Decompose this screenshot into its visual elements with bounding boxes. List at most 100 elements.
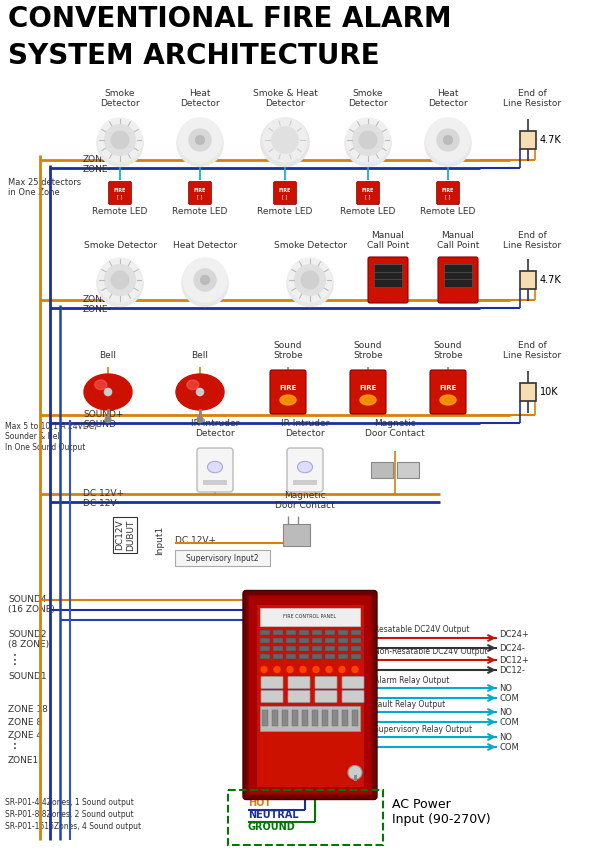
- Circle shape: [339, 666, 345, 672]
- Text: Alarm Relay Output: Alarm Relay Output: [374, 676, 450, 685]
- Bar: [299, 653, 309, 658]
- Bar: [286, 646, 296, 651]
- Bar: [371, 462, 393, 478]
- Circle shape: [177, 120, 223, 167]
- Circle shape: [194, 269, 216, 291]
- Text: NO: NO: [499, 683, 512, 692]
- Ellipse shape: [208, 462, 223, 473]
- Text: DC24-: DC24-: [499, 644, 525, 652]
- Text: 10K: 10K: [540, 387, 559, 397]
- Circle shape: [263, 118, 307, 162]
- Bar: [302, 709, 308, 726]
- Text: SOUND1: SOUND1: [8, 672, 47, 681]
- Bar: [325, 629, 335, 634]
- FancyBboxPatch shape: [273, 181, 297, 205]
- Circle shape: [111, 271, 129, 289]
- Text: Heat
Detector: Heat Detector: [180, 89, 220, 108]
- Text: SOUND2
(8 ZONE): SOUND2 (8 ZONE): [8, 630, 49, 649]
- Text: FIRE CONTROL PANEL: FIRE CONTROL PANEL: [284, 614, 337, 619]
- Circle shape: [345, 120, 391, 167]
- FancyBboxPatch shape: [287, 448, 323, 492]
- Text: CONVENTIONAL FIRE ALARM: CONVENTIONAL FIRE ALARM: [8, 5, 451, 33]
- Circle shape: [272, 127, 298, 154]
- Bar: [520, 131, 536, 149]
- Ellipse shape: [440, 395, 456, 405]
- Ellipse shape: [360, 395, 376, 405]
- Circle shape: [300, 666, 306, 672]
- Bar: [444, 264, 472, 287]
- Circle shape: [359, 131, 377, 148]
- Circle shape: [287, 261, 333, 306]
- Text: ⋮: ⋮: [8, 737, 22, 751]
- Text: FIRE: FIRE: [359, 385, 377, 391]
- Bar: [228, 790, 383, 845]
- Bar: [286, 638, 296, 642]
- Text: DC 12V+: DC 12V+: [83, 488, 124, 497]
- Bar: [273, 646, 283, 651]
- Text: [ ]: [ ]: [445, 194, 451, 199]
- Bar: [374, 264, 402, 287]
- Text: FIRE: FIRE: [439, 385, 457, 391]
- Text: End of
Line Resistor: End of Line Resistor: [503, 230, 561, 250]
- Bar: [312, 629, 322, 634]
- Text: [ ]: [ ]: [198, 194, 202, 199]
- Bar: [286, 653, 296, 658]
- Bar: [273, 638, 283, 642]
- Ellipse shape: [187, 380, 199, 389]
- Ellipse shape: [176, 374, 224, 410]
- Text: Remote LED: Remote LED: [420, 207, 476, 216]
- Circle shape: [425, 120, 471, 167]
- Circle shape: [444, 135, 453, 144]
- Bar: [351, 629, 361, 634]
- Text: Supervisory Relay Output: Supervisory Relay Output: [374, 725, 472, 734]
- Circle shape: [182, 261, 228, 306]
- Bar: [256, 603, 364, 786]
- Text: 4.7K: 4.7K: [540, 135, 562, 145]
- Text: FIRE: FIRE: [442, 188, 454, 193]
- Bar: [260, 705, 360, 730]
- FancyBboxPatch shape: [109, 181, 131, 205]
- Text: Resatable DC24V Output: Resatable DC24V Output: [374, 625, 469, 634]
- Text: DC12+: DC12+: [499, 656, 529, 665]
- Bar: [293, 480, 317, 485]
- Text: ZONE1: ZONE1: [8, 756, 39, 765]
- Text: Fault Relay Output: Fault Relay Output: [374, 700, 445, 709]
- Text: COM: COM: [499, 694, 519, 702]
- Text: DC12-: DC12-: [499, 665, 525, 675]
- Text: COM: COM: [499, 717, 519, 727]
- Bar: [272, 709, 278, 726]
- Text: DC 12V-: DC 12V-: [83, 499, 119, 507]
- Bar: [286, 629, 296, 634]
- Text: NO: NO: [499, 708, 512, 716]
- Bar: [175, 550, 270, 566]
- Circle shape: [326, 666, 332, 672]
- Text: Magnetic
Door Contact: Magnetic Door Contact: [275, 490, 335, 510]
- FancyBboxPatch shape: [315, 677, 337, 689]
- Text: Input1: Input1: [155, 526, 165, 555]
- Text: 4.7K: 4.7K: [540, 275, 562, 285]
- Bar: [312, 646, 322, 651]
- Text: [ ]: [ ]: [365, 194, 371, 199]
- FancyBboxPatch shape: [342, 690, 364, 702]
- Circle shape: [183, 258, 227, 302]
- Bar: [332, 709, 338, 726]
- Text: Remote LED: Remote LED: [93, 207, 147, 216]
- Circle shape: [196, 135, 204, 144]
- Circle shape: [201, 275, 210, 285]
- Circle shape: [178, 118, 222, 162]
- Circle shape: [104, 388, 112, 395]
- Bar: [203, 480, 227, 485]
- Ellipse shape: [84, 374, 132, 410]
- Circle shape: [197, 417, 203, 423]
- Text: Magnetic
Door Contact: Magnetic Door Contact: [365, 419, 425, 438]
- Bar: [322, 709, 328, 726]
- Text: Sound
Strobe: Sound Strobe: [353, 341, 383, 360]
- Circle shape: [287, 666, 293, 672]
- FancyBboxPatch shape: [342, 677, 364, 689]
- Circle shape: [301, 271, 319, 289]
- Circle shape: [98, 258, 142, 302]
- Text: GROUND: GROUND: [248, 822, 296, 832]
- Text: Manual
Call Point: Manual Call Point: [367, 230, 409, 250]
- Text: ZONE-: ZONE-: [83, 165, 112, 173]
- Bar: [338, 653, 348, 658]
